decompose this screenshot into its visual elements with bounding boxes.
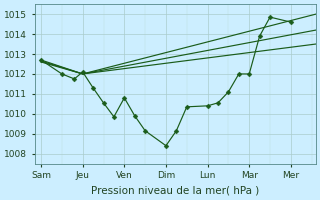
X-axis label: Pression niveau de la mer( hPa ): Pression niveau de la mer( hPa )	[91, 186, 260, 196]
